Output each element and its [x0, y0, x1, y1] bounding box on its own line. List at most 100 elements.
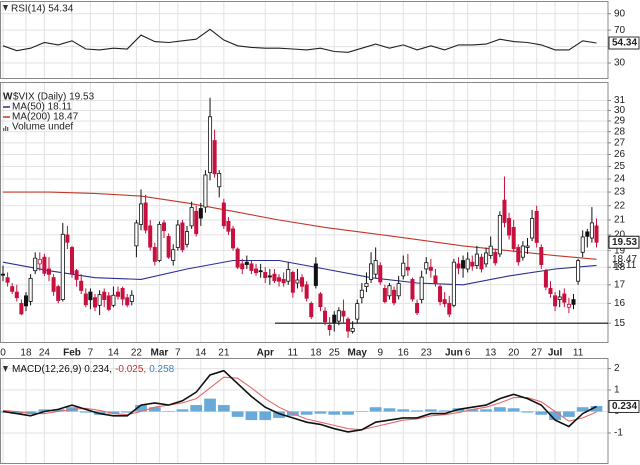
- candle-body: [134, 222, 139, 247]
- candle-body: [157, 223, 162, 261]
- x-tick-label: 23: [421, 348, 433, 359]
- candle-body: [65, 234, 70, 243]
- x-tick-label: Jul: [548, 348, 563, 359]
- candle-body: [235, 248, 240, 268]
- legend-label: MA(200) 18.47: [12, 112, 79, 123]
- candle-body: [42, 256, 47, 274]
- legend-label: RSI(14) 54.34: [11, 4, 74, 15]
- y-tick-label: 27: [614, 138, 626, 149]
- y-tick-label: 16: [614, 298, 626, 309]
- histogram-bar: [494, 407, 506, 412]
- x-tick-label: 18: [20, 348, 32, 359]
- histogram-bar: [328, 411, 341, 415]
- candle-body: [548, 288, 553, 294]
- candle-body: [249, 263, 254, 271]
- x-tick-label: May: [348, 348, 368, 359]
- value-box-label: 19.53: [612, 237, 637, 248]
- histogram-bar: [259, 411, 272, 421]
- candle-body: [74, 270, 79, 280]
- legend-icon: W: [3, 92, 13, 103]
- candle-body: [226, 221, 231, 232]
- histogram-bar: [24, 411, 37, 414]
- histogram-bar: [507, 408, 520, 412]
- candle-body: [267, 275, 272, 278]
- histogram-bar: [162, 411, 175, 412]
- x-tick-label: Jun: [445, 348, 463, 359]
- candle-body: [272, 273, 277, 282]
- y-tick-label: -1: [614, 428, 623, 439]
- candle-body: [318, 293, 323, 308]
- candle-body: [382, 288, 387, 303]
- y-tick-label: 90: [614, 8, 626, 19]
- candle-body: [405, 266, 410, 271]
- value-box-label: 0.234: [612, 401, 637, 412]
- candle-body: [336, 310, 341, 322]
- candle-body: [254, 268, 259, 274]
- candle-body: [185, 231, 190, 245]
- y-tick-label: 26: [614, 149, 626, 160]
- candle-body: [139, 203, 144, 225]
- candle-body: [442, 299, 447, 305]
- candle-body: [60, 233, 65, 300]
- candle-body: [203, 174, 208, 208]
- x-tick-label: 25: [329, 348, 341, 359]
- candle-body: [451, 261, 456, 306]
- candle-body: [461, 260, 466, 269]
- histogram-bar: [245, 411, 258, 421]
- candle-body: [97, 294, 102, 306]
- macd-line: [2, 376, 597, 431]
- histogram-bar: [342, 411, 354, 415]
- legend-swatch: [3, 128, 5, 131]
- candle-body: [83, 293, 88, 306]
- candle-body: [364, 282, 369, 288]
- legend: MACD(12,26,9) 0.234, -0.025, 0.258: [12, 364, 175, 375]
- x-tick-label: Apr: [257, 348, 274, 359]
- candle-body: [392, 289, 397, 304]
- candle-body: [0, 273, 6, 276]
- histogram-bar: [231, 411, 244, 417]
- candle-body: [323, 310, 328, 323]
- legend-icon: [3, 366, 8, 372]
- x-tick-label: 9: [377, 348, 383, 359]
- candle-body: [401, 262, 406, 277]
- candle-body: [263, 272, 268, 279]
- candle-body: [341, 310, 346, 317]
- candle-body: [79, 280, 84, 291]
- chart-title: $VIX (Daily) 19.53: [13, 92, 95, 103]
- candle-body: [129, 294, 134, 302]
- histogram-bar: [190, 405, 203, 412]
- candle-body: [562, 293, 567, 303]
- rsi-line: [2, 28, 597, 53]
- candle-body: [14, 291, 19, 299]
- candle-body: [387, 285, 392, 297]
- candle-body: [520, 245, 525, 258]
- y-tick-label: 24: [614, 174, 626, 185]
- candle-body: [484, 252, 489, 265]
- candle-body: [350, 327, 355, 332]
- histogram-bar: [176, 409, 189, 412]
- panel-frame: [0, 1, 609, 79]
- panel-frame: [0, 82, 609, 343]
- x-tick-label: 16: [398, 348, 410, 359]
- y-tick-label: 30: [614, 105, 626, 116]
- histogram-bar: [521, 411, 534, 413]
- candle-body: [474, 253, 479, 266]
- y-tick-label: 25: [614, 161, 626, 172]
- candle-body: [507, 218, 512, 236]
- candle-body: [231, 228, 236, 249]
- x-tick-label: 22: [131, 348, 143, 359]
- value-box: [608, 36, 640, 50]
- histogram-bar: [590, 405, 603, 412]
- candle-body: [488, 245, 493, 256]
- y-tick-label: 31: [614, 95, 626, 106]
- value-box: [608, 235, 640, 249]
- candle-body: [428, 266, 433, 271]
- x-tick-label: 14: [195, 348, 207, 359]
- candle-body: [594, 225, 599, 243]
- value-box-label: 18.47: [612, 254, 637, 265]
- candle-body: [198, 208, 203, 219]
- histogram-bar: [107, 411, 120, 414]
- y-tick-label: 23: [614, 187, 626, 198]
